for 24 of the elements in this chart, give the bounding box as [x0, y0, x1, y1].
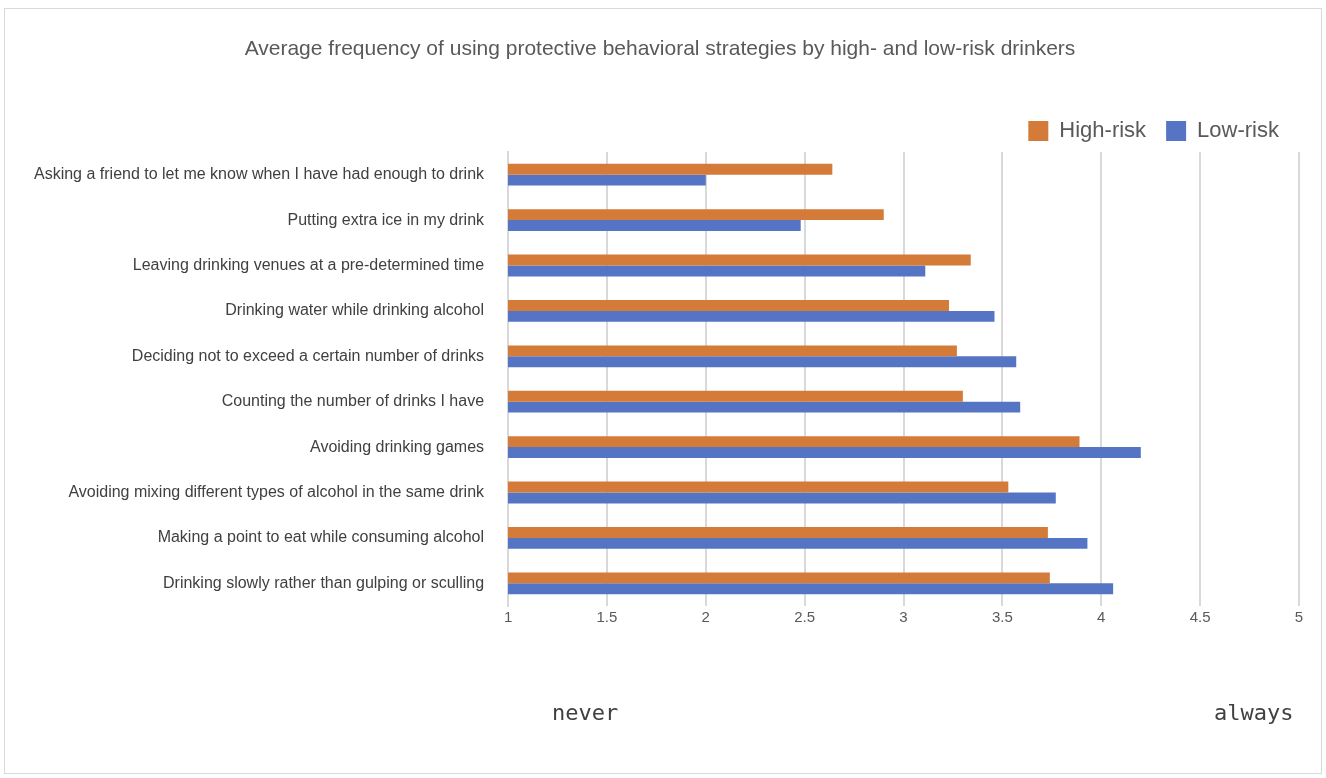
- y-tick-label: Making a point to eat while consuming alcohol: [157, 528, 485, 546]
- y-tick-label: Counting the number of drinks I have: [221, 392, 485, 410]
- x-tick-label: 5: [1294, 608, 1304, 626]
- text: never: [552, 700, 619, 725]
- x-tick-label: 4.5: [1189, 608, 1211, 626]
- y-tick-label: Drinking water while drinking alcohol: [225, 301, 485, 319]
- y-tick-label: Drinking slowly rather than gulping or sculling: [163, 573, 485, 591]
- legend-label: High-risk: [1059, 117, 1148, 143]
- text: always: [1214, 700, 1294, 725]
- x-tick-label: 2: [701, 608, 710, 626]
- chart-title: Average frequency of using protective behavioral strategies by high- and low-risk drinkers: [243, 35, 1077, 61]
- x-tick-label: 3.5: [991, 608, 1013, 626]
- y-tick-label: Avoiding mixing different types of alcohol in the same drink: [68, 482, 486, 500]
- y-tick-label: Asking a friend to let me know when I have had enough to drink: [33, 165, 486, 183]
- x-tick-label: 4: [1097, 608, 1106, 626]
- y-tick-label: Leaving drinking venues at a pre-determined time: [132, 255, 485, 273]
- x-tick-label: 1.5: [596, 608, 618, 626]
- legend-label: Low-risk: [1197, 117, 1280, 143]
- y-tick-label: Putting extra ice in my drink: [287, 210, 486, 228]
- y-tick-label: Avoiding drinking games: [310, 437, 485, 455]
- y-tick-label: Deciding not to exceed a certain number of drinks: [131, 346, 485, 364]
- x-tick-label: 3: [899, 608, 908, 626]
- x-tick-label: 1: [503, 608, 513, 626]
- x-tick-label: 2.5: [794, 608, 816, 626]
